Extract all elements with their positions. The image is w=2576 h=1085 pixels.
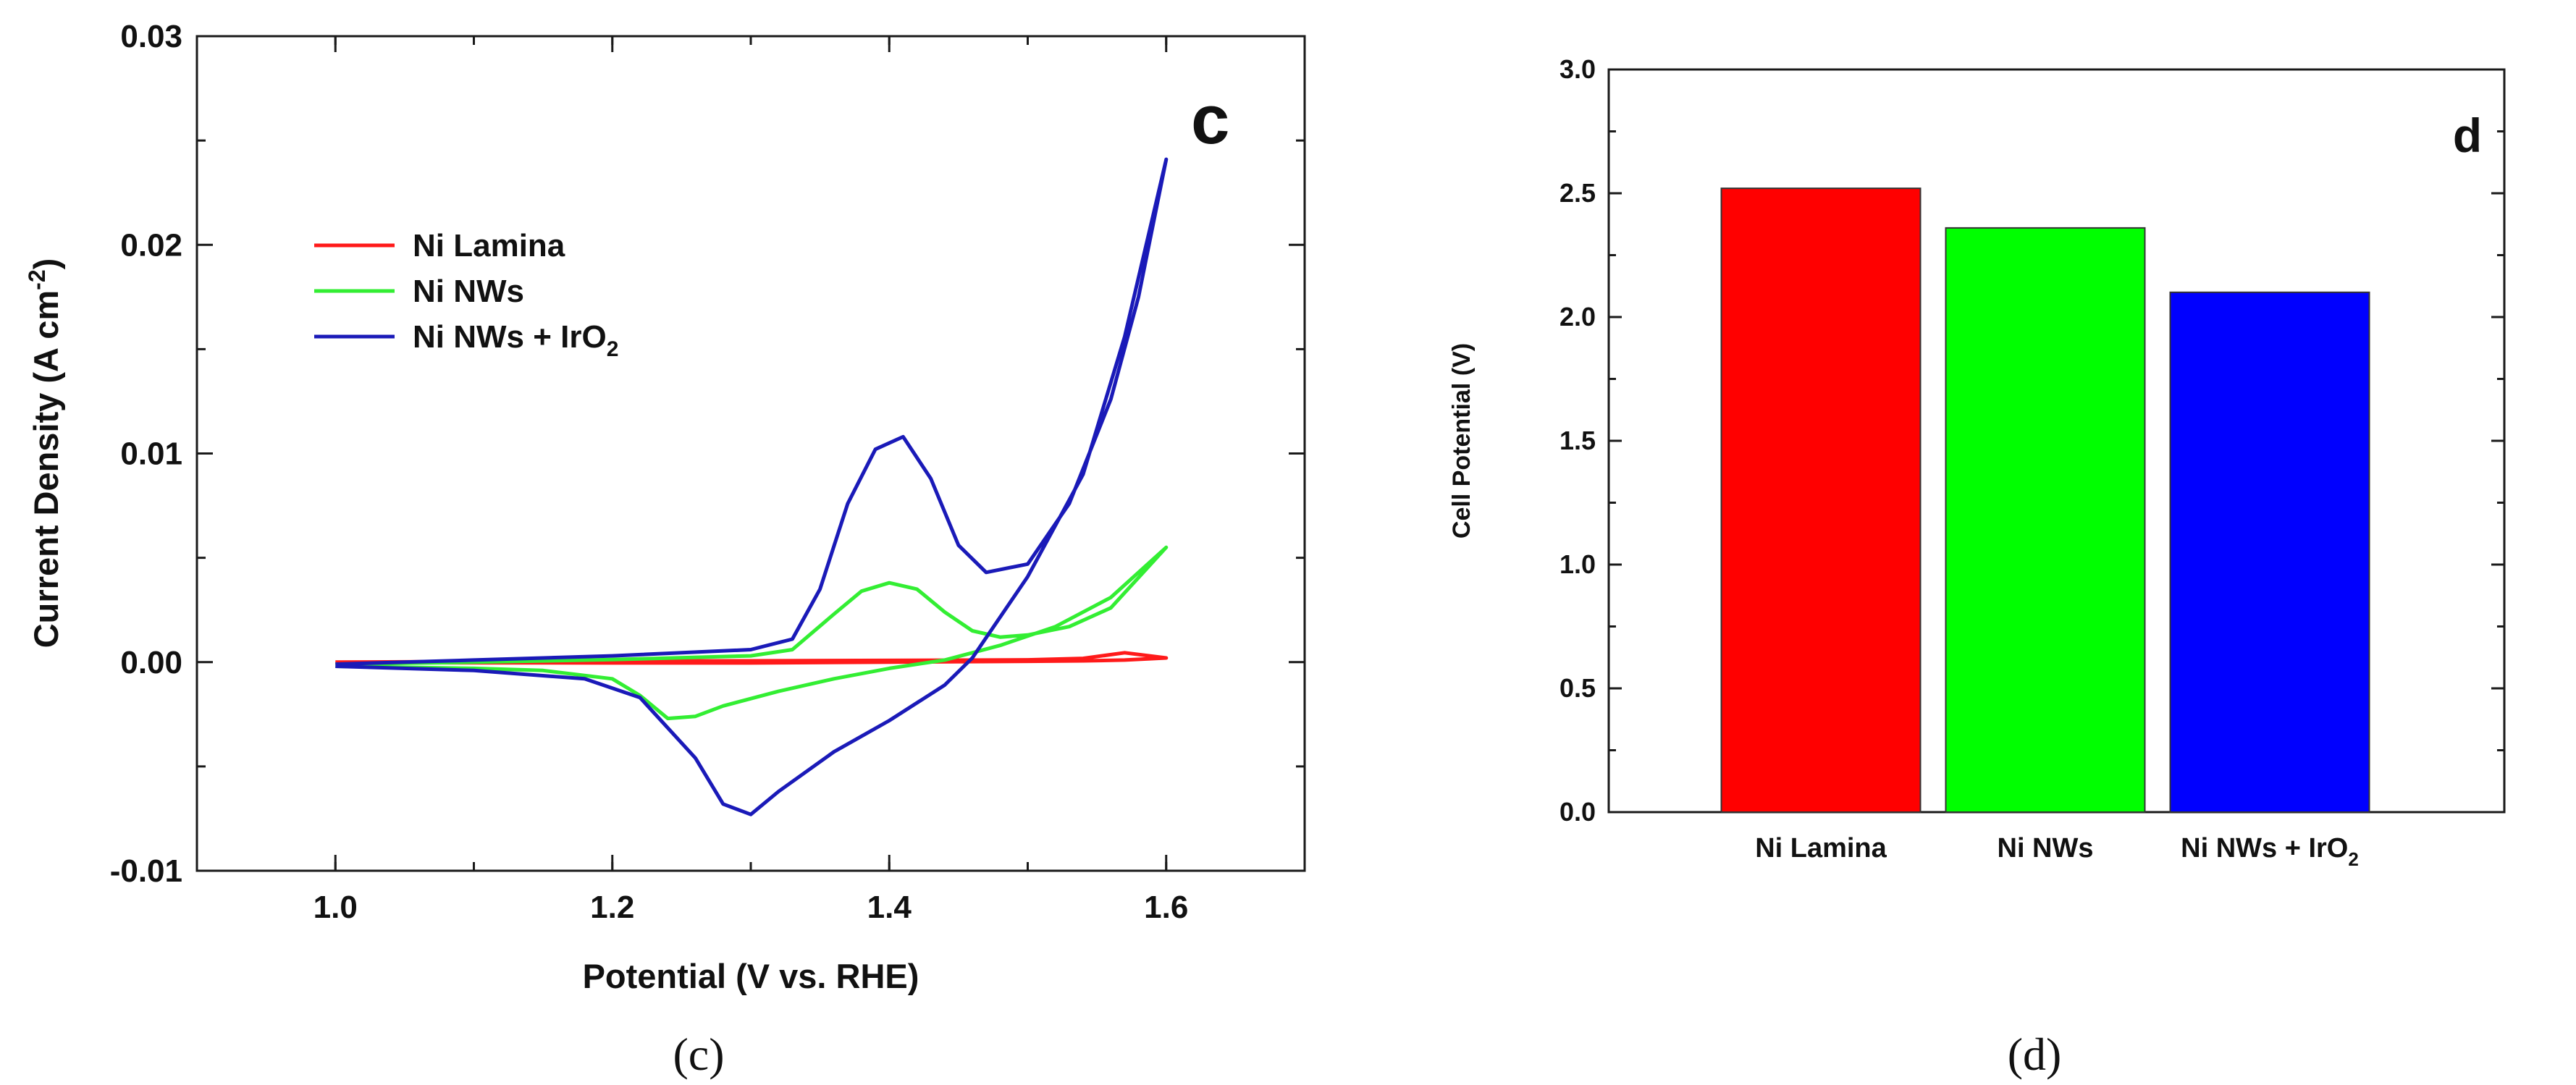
- x-tick-label: 1.6: [1144, 890, 1188, 925]
- category-label-subscript: 2: [2348, 848, 2358, 870]
- panel-c-caption: (c): [673, 1029, 724, 1080]
- y-tick-label: 1.0: [1560, 549, 1596, 579]
- y-tick-label: 0.03: [120, 19, 182, 54]
- panel-c-series: [335, 157, 1169, 816]
- panel-c-legend: Ni Lamina Ni NWs Ni NWs + IrO2: [314, 228, 618, 361]
- y-tick-label: 0.5: [1560, 673, 1596, 703]
- y-tick-label: 2.0: [1560, 302, 1596, 332]
- panel-d-bar-chart: 0.00.51.01.52.02.53.0 Ni Lamina Ni NWs Ni …: [1448, 54, 2506, 1080]
- y-tick-label: 2.5: [1560, 178, 1596, 208]
- panel-d-ticks: 0.0 0.5 1.0 1.5 2.0 2.5 3.0: [1560, 54, 2504, 827]
- panel-d-caption: (d): [2008, 1029, 2062, 1080]
- panel-c-line-chart: 1.0 1.2 1.4 1.6 -0.01 0.00 0.01 0.02 0.03 c Ni L…: [24, 19, 1306, 1080]
- x-tick-label: 1.2: [590, 890, 634, 925]
- panel-c-y-axis-label: Current Density (A cm-2): [24, 258, 65, 649]
- x-tick-label: 1.0: [313, 890, 358, 925]
- bar: [1720, 187, 1922, 814]
- series-line: [335, 545, 1169, 721]
- bar: [1945, 227, 2146, 813]
- panel-c-letter: c: [1191, 81, 1229, 159]
- legend-label: Ni NWs: [413, 274, 524, 309]
- panel-d-bars: [1720, 187, 2370, 814]
- panel-d-letter: d: [2453, 109, 2482, 162]
- legend-label: Ni Lamina: [413, 228, 565, 263]
- category-label: Ni NWs: [1998, 833, 2094, 864]
- legend-label: Ni NWs + IrO2: [413, 319, 618, 361]
- y-tick-label: 0.01: [120, 436, 182, 472]
- x-tick-label: 1.4: [867, 890, 912, 925]
- y-tick-label: 0.00: [120, 645, 182, 680]
- series-line: [335, 651, 1169, 665]
- y-tick-label: 0.02: [120, 227, 182, 263]
- y-tick-label: 0.0: [1560, 797, 1596, 827]
- legend-label-subscript: 2: [607, 337, 619, 361]
- category-label: Ni NWs + IrO2: [2181, 833, 2359, 870]
- y-tick-label: -0.01: [110, 853, 182, 889]
- panel-d-y-axis-label: Cell Potential (V): [1448, 343, 1476, 539]
- y-tick-label: 3.0: [1560, 54, 1596, 84]
- panel-c-x-axis-label: Potential (V vs. RHE): [583, 957, 919, 995]
- bar: [2169, 291, 2370, 813]
- category-label: Ni Lamina: [1755, 833, 1887, 864]
- panel-c-ticks: 1.0 1.2 1.4 1.6 -0.01 0.00 0.01 0.02 0.03: [110, 19, 1306, 925]
- panel-c-plot-frame: [195, 35, 1306, 872]
- y-tick-label: 1.5: [1560, 426, 1596, 455]
- panel-d-category-labels: Ni Lamina Ni NWs Ni NWs + IrO2: [1755, 833, 2359, 870]
- series-line: [335, 157, 1169, 816]
